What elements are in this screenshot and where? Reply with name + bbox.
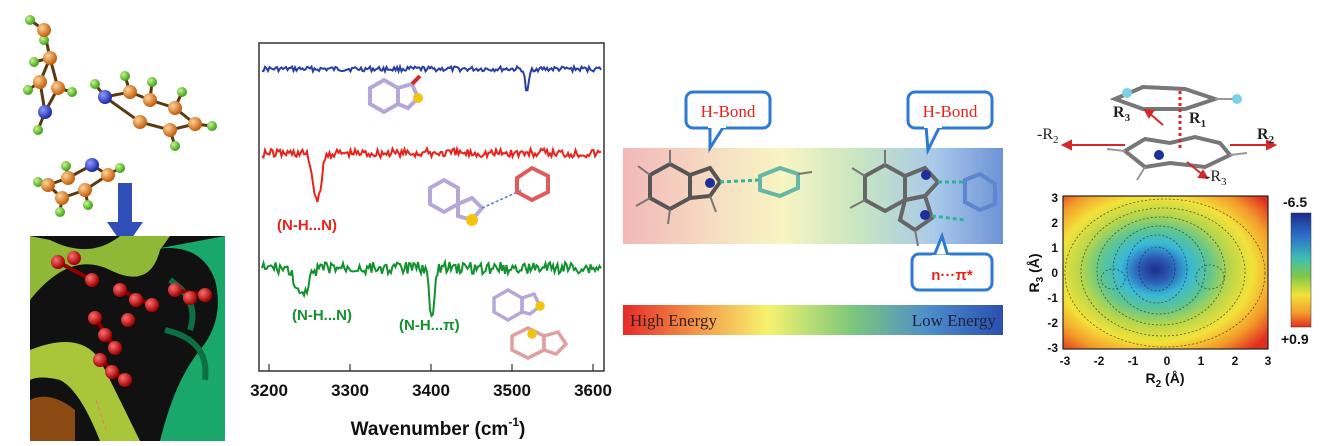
pyridine-molecule-2-atoms <box>90 71 217 151</box>
y-tick-label: 1 <box>1051 241 1058 255</box>
x-tick-label: 0 <box>1164 354 1171 368</box>
h-bond-callout-right: H-Bond <box>906 90 994 156</box>
protein-image <box>30 236 225 441</box>
h-bond-callout-left: H-Bond <box>684 90 772 154</box>
n-pi-label: n···π* <box>931 267 973 284</box>
energy-band <box>623 148 1003 244</box>
vector-r2: R2 <box>1257 126 1275 146</box>
y-tick-label: -1 <box>1047 291 1058 305</box>
x-tick-label: -2 <box>1094 354 1105 368</box>
low-energy-label: Low Energy <box>912 311 997 330</box>
molecule-inset-3 <box>492 287 569 360</box>
x-tick-label: -3 <box>1060 354 1071 368</box>
molecule-inset-1 <box>368 74 423 115</box>
pyridine-molecule-1-atoms <box>23 15 77 135</box>
vector-neg-r2: -R2 <box>1037 126 1059 146</box>
energy-gradient-panel: H-Bond H-Bond n···π* High Energy Low Ene… <box>620 80 1010 350</box>
pes-y-label: R3 (Å) <box>1026 253 1046 292</box>
spectrum-green <box>261 258 602 318</box>
n-pi-callout: n···π* <box>910 231 994 292</box>
dimer-low-energy <box>849 150 997 247</box>
vector-r1: R1 <box>1189 110 1206 130</box>
spectrum-red <box>261 145 602 203</box>
molecules-panel <box>0 0 225 441</box>
x-tick-label: 2 <box>1232 354 1239 368</box>
peak-label-green-1: (N-H...N) <box>292 307 352 324</box>
y-tick-label: 3 <box>1051 191 1058 205</box>
y-tick-label: -2 <box>1047 316 1058 330</box>
y-tick-label: 0 <box>1051 266 1058 280</box>
x-axis-label: Wavenumber (cm-1) <box>351 415 526 440</box>
x-tick-label: 3600 <box>574 381 612 400</box>
x-tick-label: 3500 <box>493 381 531 400</box>
high-energy-label: High Energy <box>630 311 718 330</box>
y-tick-label: 2 <box>1051 216 1058 230</box>
peak-label-red: (N-H...N) <box>277 217 337 234</box>
pes-panel: -R2 R3 R1 R2 -R3 -6.5 +0.9 3 <box>1025 65 1323 395</box>
peak-label-green-2: (N-H...π) <box>399 317 460 334</box>
down-arrow-icon <box>107 183 143 248</box>
scale-bottom-label: +0.9 <box>1281 331 1309 347</box>
vector-r3: R3 <box>1113 104 1131 124</box>
dimer-high-energy <box>635 150 813 225</box>
pes-x-label: R2 (Å) <box>1145 370 1184 390</box>
energy-scale-bar <box>623 305 1003 335</box>
pyridine-molecule-3-atoms <box>33 158 125 217</box>
pes-contour-map <box>1062 195 1269 350</box>
y-tick-label: -3 <box>1047 341 1058 355</box>
x-tick-label: -1 <box>1128 354 1139 368</box>
color-scale <box>1290 212 1312 328</box>
x-tick-label: 3 <box>1265 354 1272 368</box>
spectrum-blue <box>261 63 602 92</box>
h-bond-label: H-Bond <box>923 102 978 121</box>
x-tick-label: 3200 <box>250 381 288 400</box>
h-bond-label: H-Bond <box>701 102 756 121</box>
ir-spectra-panel: 3200 3300 3400 3500 3600 Wavenumber (cm-… <box>232 38 612 441</box>
x-tick-label: 3400 <box>412 381 450 400</box>
x-tick-label: 1 <box>1198 354 1205 368</box>
stacked-dimer <box>1106 84 1248 181</box>
x-tick-label: 3300 <box>331 381 369 400</box>
molecule-inset-2 <box>428 165 550 226</box>
scale-top-label: -6.5 <box>1283 194 1307 210</box>
vector-neg-r3: -R3 <box>1205 168 1227 188</box>
